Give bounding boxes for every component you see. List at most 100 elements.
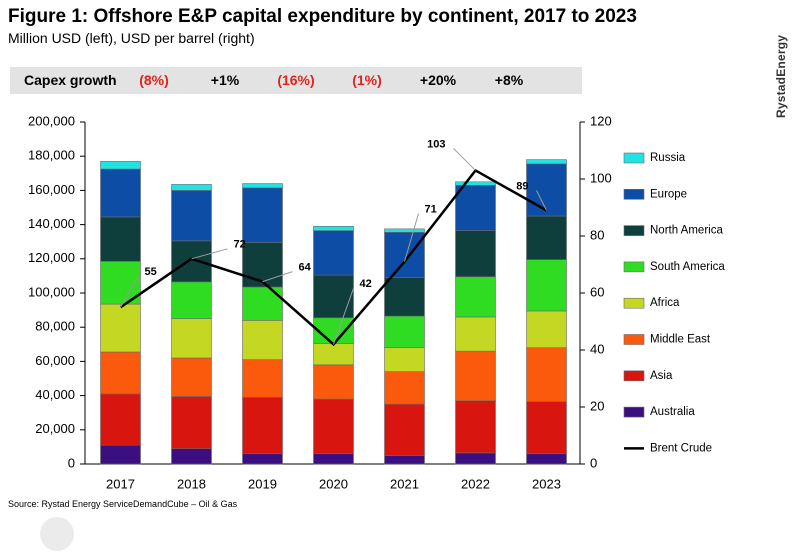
bar-segment-australia xyxy=(526,453,567,465)
bar-segment-africa xyxy=(384,347,425,372)
bar-segment-middle-east xyxy=(313,364,354,400)
bar-segment-middle-east xyxy=(100,351,141,395)
legend-swatch-russia xyxy=(623,152,645,164)
data-label-leader xyxy=(120,275,139,308)
bar-segment-north-america xyxy=(100,216,141,262)
bar-segment-russia xyxy=(313,226,354,231)
bar-segment-asia xyxy=(455,400,496,454)
x-axis-tick-label: 2023 xyxy=(532,476,561,491)
bar-segment-north-america xyxy=(455,230,496,278)
bar-segment-middle-east xyxy=(526,347,567,402)
bar-segment-asia xyxy=(100,393,141,446)
capex-growth-label: Capex growth xyxy=(24,72,117,88)
bar-segment-russia xyxy=(100,161,141,170)
source-note: Source: Rystad Energy ServiceDemandCube … xyxy=(8,499,238,509)
bar-segment-russia xyxy=(171,184,212,191)
bar-segment-middle-east xyxy=(384,371,425,405)
bar-segment-asia xyxy=(526,401,567,455)
legend-label: Africa xyxy=(650,297,680,309)
legend-label: Brent Crude xyxy=(650,442,712,454)
capex-growth-band: Capex growth (8%) +1% (16%) (1%) +20% +8% xyxy=(10,67,582,94)
right-axis-tick-label: 100 xyxy=(590,170,612,185)
bar-segment-north-america xyxy=(242,242,283,288)
line-data-label: 42 xyxy=(360,278,372,290)
capex-growth-value: (1%) xyxy=(352,72,382,88)
left-axis-tick-label: 40,000 xyxy=(35,387,75,402)
capex-growth-value: +20% xyxy=(419,72,457,88)
x-axis-tick-label: 2019 xyxy=(248,476,277,491)
legend-swatch-north-america xyxy=(623,225,645,236)
bar-segment-north-america xyxy=(384,277,425,317)
left-axis-tick-label: 200,000 xyxy=(28,113,75,128)
legend-label: Russia xyxy=(650,152,686,164)
left-axis-tick-label: 140,000 xyxy=(28,216,75,231)
data-label-leader xyxy=(262,271,293,283)
line-data-label: 71 xyxy=(425,204,437,216)
left-axis-tick-label: 0 xyxy=(68,455,75,470)
bar-segment-australia xyxy=(242,453,283,465)
legend-swatch-australia xyxy=(623,406,645,418)
legend-swatch-south-america xyxy=(623,261,645,273)
legend-swatch-asia xyxy=(623,370,645,382)
bar-segment-north-america xyxy=(526,215,567,260)
line-data-label: 64 xyxy=(299,262,312,274)
left-axis-tick-label: 180,000 xyxy=(28,148,75,163)
bar-segment-europe xyxy=(384,231,425,278)
decorative-circle xyxy=(40,517,74,551)
bar-segment-africa xyxy=(171,318,212,359)
bar-segment-russia xyxy=(526,159,567,165)
legend-label: North America xyxy=(650,225,723,237)
line-data-label: 72 xyxy=(234,239,246,251)
bar-segment-russia xyxy=(384,228,425,233)
legend-label: South America xyxy=(650,261,725,273)
bar-segment-europe xyxy=(171,190,212,242)
bar-segment-africa xyxy=(313,343,354,366)
bar-segment-europe xyxy=(313,230,354,276)
data-label-leader xyxy=(333,288,354,345)
bar-segment-south-america xyxy=(384,315,425,349)
right-axis-tick-label: 60 xyxy=(590,284,604,299)
bar-segment-australia xyxy=(455,452,496,465)
bar-segment-africa xyxy=(526,310,567,349)
legend-label: Middle East xyxy=(650,334,711,346)
legend-label: Europe xyxy=(650,188,687,200)
chart-subtitle: Million USD (left), USD per barrel (righ… xyxy=(8,30,255,46)
bar-segment-south-america xyxy=(455,276,496,318)
left-axis-tick-label: 20,000 xyxy=(35,421,75,436)
bar-segment-asia xyxy=(242,397,283,455)
legend-swatch-africa xyxy=(623,297,645,309)
left-axis-tick-label: 160,000 xyxy=(28,182,75,197)
line-data-label: 55 xyxy=(145,266,157,278)
bar-segment-australia xyxy=(313,453,354,465)
bar-segment-russia xyxy=(455,181,496,186)
left-axis-tick-label: 100,000 xyxy=(28,284,75,299)
bar-segment-south-america xyxy=(526,259,567,312)
right-axis-tick-label: 20 xyxy=(590,398,604,413)
capex-growth-value: (8%) xyxy=(139,72,169,88)
right-axis-tick-label: 120 xyxy=(590,113,612,128)
x-axis-tick-label: 2020 xyxy=(319,476,348,491)
bar-segment-europe xyxy=(242,187,283,243)
bar-segment-europe xyxy=(526,163,567,217)
bar-segment-middle-east xyxy=(455,350,496,402)
right-axis-tick-label: 0 xyxy=(590,455,597,470)
bar-segment-europe xyxy=(100,168,141,218)
bar-segment-north-america xyxy=(171,240,212,283)
bar-segment-middle-east xyxy=(242,359,283,398)
bar-segment-south-america xyxy=(242,286,283,321)
data-label-leader xyxy=(191,248,228,260)
bar-segment-north-america xyxy=(313,274,354,319)
bar-segment-asia xyxy=(171,396,212,449)
legend-swatch-europe xyxy=(623,189,645,200)
x-axis-tick-label: 2017 xyxy=(106,476,135,491)
bar-segment-africa xyxy=(100,303,141,353)
line-data-label: 89 xyxy=(516,180,528,192)
capex-growth-value: +8% xyxy=(494,72,524,88)
x-axis-tick-label: 2018 xyxy=(177,476,206,491)
legend-label: Australia xyxy=(650,406,695,418)
x-axis-tick-label: 2021 xyxy=(390,476,419,491)
bar-segment-asia xyxy=(384,403,425,456)
left-axis-tick-label: 120,000 xyxy=(28,250,75,265)
line-data-label: 103 xyxy=(427,138,445,150)
